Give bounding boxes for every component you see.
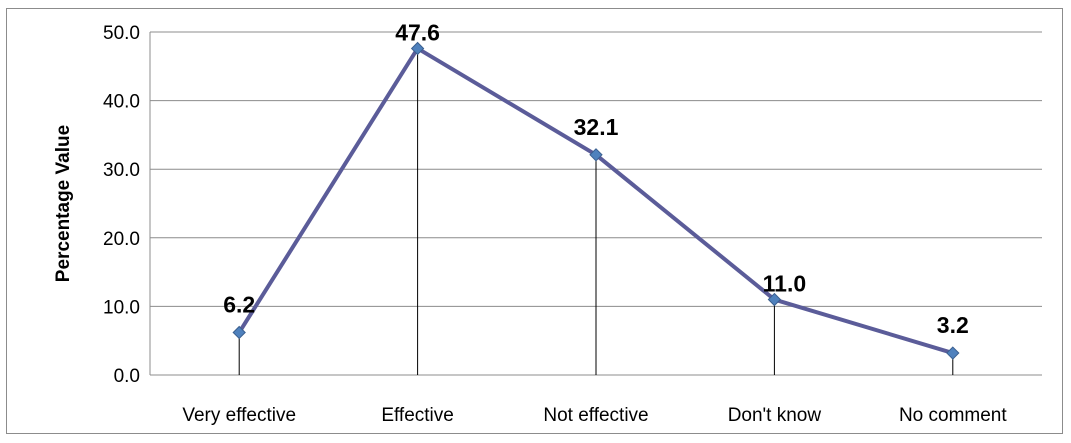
y-tick-label: 40.0 [103,92,140,113]
data-label: 32.1 [574,114,619,140]
y-tick-label: 10.0 [103,297,140,318]
data-point-marker [946,346,960,360]
y-tick-label: 30.0 [103,160,140,181]
x-category-label: Effective [381,405,454,426]
data-point-marker [589,148,603,162]
y-axis-title: Percentage Value [53,125,74,282]
y-tick-label: 0.0 [114,366,140,387]
data-point-marker [767,292,782,307]
data-label: 6.2 [223,291,255,317]
data-label: 11.0 [763,271,807,297]
x-category-label: No comment [899,405,1007,426]
x-category-label: Very effective [182,405,296,426]
chart-frame [6,8,1063,434]
data-point-marker [410,41,425,56]
data-point-marker [232,325,246,340]
data-label: 3.2 [937,312,969,338]
y-tick-label: 20.0 [103,229,140,250]
x-category-label: Not effective [543,405,648,426]
x-category-label: Don't know [728,405,822,426]
y-tick-label: 50.0 [103,23,140,44]
data-label: 47.6 [395,19,440,45]
